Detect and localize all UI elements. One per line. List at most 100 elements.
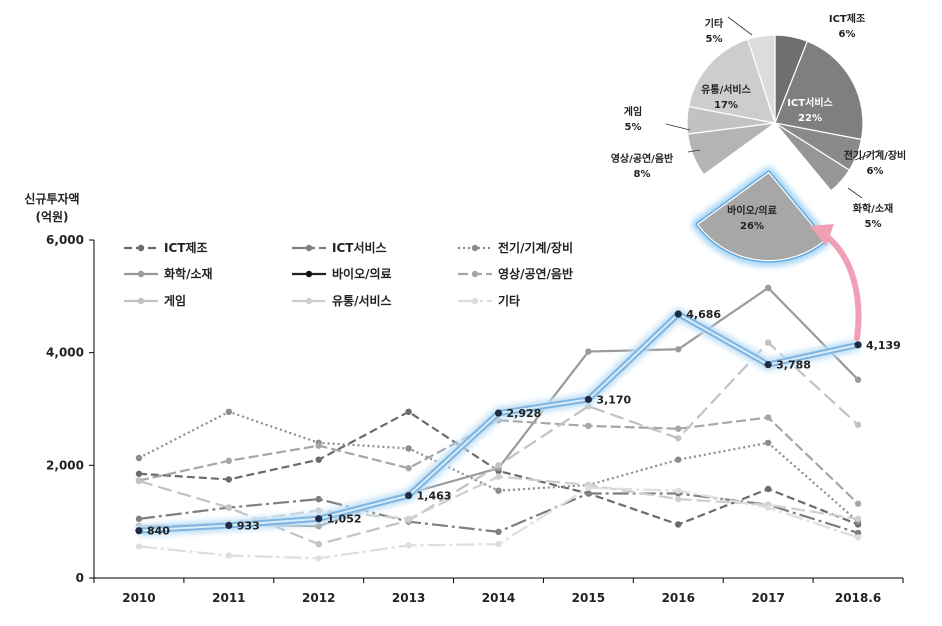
connector-arrow	[821, 231, 862, 341]
data-point	[315, 541, 322, 548]
legend-item-전기-기계-장비: 전기/기계/장비	[458, 240, 573, 255]
data-point	[585, 490, 592, 497]
data-point	[315, 495, 322, 503]
series-바이오-의료: 840 933 1,052 1,463 2,928 3,170 4,686 3,788 4,13…	[135, 308, 901, 538]
x-tick-label: 2017	[751, 591, 784, 605]
line-series: 840 933 1,052 1,463 2,928 3,170 4,686 3,788 4,13…	[135, 284, 901, 562]
data-point	[585, 484, 592, 492]
data-point	[135, 477, 143, 485]
data-point	[495, 528, 502, 536]
data-point	[854, 515, 862, 523]
x-tick-label: 2015	[572, 591, 605, 605]
data-point	[225, 408, 233, 416]
data-label: 4,139	[866, 339, 901, 352]
pie-slice-label: ICT서비스 22%	[787, 96, 832, 124]
data-point	[135, 454, 143, 462]
pie-leader-line	[854, 149, 881, 161]
series-line	[138, 341, 859, 546]
data-point	[135, 527, 143, 535]
data-point	[675, 346, 682, 353]
data-point	[405, 515, 412, 523]
data-point	[585, 422, 592, 430]
data-label: 840	[147, 525, 170, 538]
legend-label: ICT제조	[164, 241, 208, 255]
pie-slice-shape	[774, 40, 864, 141]
legend-label: 바이오/의료	[332, 266, 392, 281]
pie-slice-shape	[747, 34, 776, 124]
x-tick-label: 2018.6	[835, 591, 881, 605]
data-point	[135, 470, 143, 477]
connector-arrowhead	[810, 224, 834, 246]
data-point	[405, 445, 412, 452]
pie-slice-label: 게임 5%	[624, 105, 642, 133]
data-point	[764, 485, 772, 493]
legend-label: 화학/소재	[164, 266, 213, 281]
legend-marker	[305, 297, 313, 305]
data-point	[854, 529, 862, 537]
pie-slice-영상-공연-음반: 영상/공연/음반 8%	[611, 122, 776, 180]
data-point	[675, 425, 682, 432]
data-point	[405, 408, 412, 416]
legend-marker	[471, 270, 479, 278]
legend-item-게임: 게임	[124, 294, 186, 308]
pie-leader-line	[727, 16, 753, 36]
data-point	[225, 457, 233, 465]
y-tick-label: 6,000	[46, 233, 84, 247]
legend-marker	[305, 270, 313, 278]
legend-marker	[471, 297, 479, 305]
data-point	[405, 491, 413, 500]
pie-slice-ICT서비스: ICT서비스 22%	[774, 40, 864, 141]
axes: 0 2,000 4,000 6,000 2010 2011 2012 2013 2014 2015…	[24, 191, 904, 605]
legend-marker	[305, 244, 313, 252]
legend-label: 전기/기계/장비	[498, 240, 573, 255]
data-point	[225, 521, 233, 530]
pie-slice-화학-소재: 화학/소재 5%	[774, 122, 893, 230]
data-label: 4,686	[686, 308, 721, 321]
data-point	[405, 542, 412, 549]
data-point	[495, 487, 502, 494]
x-tick-label: 2013	[392, 591, 425, 605]
pie-slice-shape	[774, 122, 851, 192]
data-point	[584, 395, 592, 404]
legend-item-바이오-의료: 바이오/의료	[292, 266, 392, 281]
legend-marker	[471, 244, 479, 252]
legend-label: 유통/서비스	[332, 293, 392, 308]
legend-item-기타: 기타	[458, 293, 520, 308]
y-tick-label: 2,000	[46, 458, 84, 472]
y-tick-label: 0	[76, 571, 84, 585]
pie-slice-바이오-의료: 바이오/의료 26%	[691, 166, 831, 267]
pie-slice-label: 영상/공연/음반 8%	[611, 152, 674, 180]
pie-slice-label: 전기/기계/장비 6%	[844, 149, 907, 177]
pie-leader-line	[687, 149, 701, 153]
data-point	[315, 507, 322, 514]
data-point	[854, 341, 862, 349]
pie-slice-label: 유통/서비스 17%	[701, 83, 751, 111]
data-point	[225, 504, 233, 511]
legend-marker	[137, 297, 145, 305]
data-point	[764, 504, 772, 511]
data-point	[225, 552, 233, 559]
data-point	[764, 361, 772, 369]
legend-marker	[137, 244, 145, 252]
data-point	[854, 376, 862, 383]
pie-slice-유통-서비스: 유통/서비스 17%	[687, 38, 776, 124]
data-point	[494, 409, 503, 417]
data-point	[675, 495, 682, 503]
legend-item-ICT제조: ICT제조	[124, 241, 208, 255]
series-게임	[135, 339, 862, 548]
data-label: 1,052	[327, 513, 362, 526]
data-point	[675, 435, 682, 442]
data-point	[315, 555, 322, 562]
legend-marker	[137, 270, 145, 278]
data-point	[674, 310, 682, 318]
data-point	[854, 500, 862, 507]
x-tick-label: 2012	[302, 591, 335, 605]
data-label: 3,788	[776, 359, 811, 372]
y-tick-label: 4,000	[46, 346, 84, 360]
pie-slice-shape	[696, 171, 826, 262]
series-전기-기계-장비	[135, 408, 862, 525]
data-point	[854, 534, 862, 541]
